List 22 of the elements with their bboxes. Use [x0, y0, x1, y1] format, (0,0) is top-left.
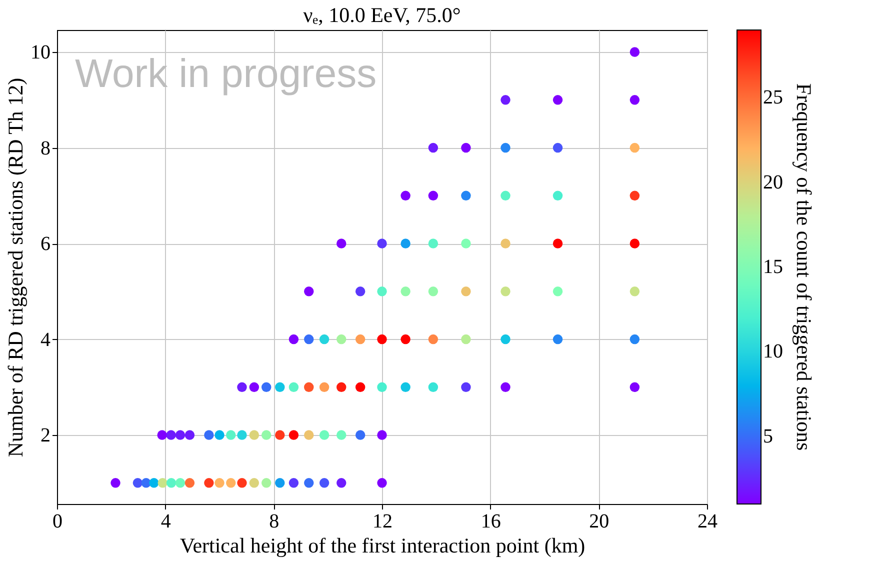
- y-tick-label: 2: [40, 424, 50, 447]
- x-tick-label: 12: [372, 510, 392, 532]
- y-tick-label: 10: [30, 42, 50, 64]
- x-axis-title: Vertical height of the first interaction point (km): [180, 534, 586, 558]
- y-tick-label: 4: [40, 328, 50, 351]
- x-tick-label: 16: [480, 510, 501, 532]
- x-tick-label: 20: [589, 510, 610, 532]
- color-bar-label: 15: [763, 256, 783, 278]
- y-tick-label: 6: [40, 233, 50, 256]
- color-bar-title: Frequency of the count of triggered stations: [792, 83, 816, 451]
- y-axis-title: Number of RD triggered stations (RD Th 12): [4, 78, 28, 458]
- y-tick-label: 8: [40, 137, 50, 160]
- x-tick-label: 4: [160, 510, 171, 532]
- x-tick-label: 0: [52, 510, 62, 532]
- color-bar-label: 25: [763, 86, 783, 109]
- color-bar-label: 10: [763, 340, 783, 363]
- color-bar-label: 20: [763, 171, 783, 194]
- x-tick-label: 8: [269, 510, 280, 532]
- color-bar-label: 5: [763, 425, 773, 448]
- chart-title: νₑ, 10.0 EeV, 75.0°: [303, 3, 461, 27]
- annotation: Work in progress: [75, 52, 377, 96]
- x-tick-label: 24: [698, 510, 718, 532]
